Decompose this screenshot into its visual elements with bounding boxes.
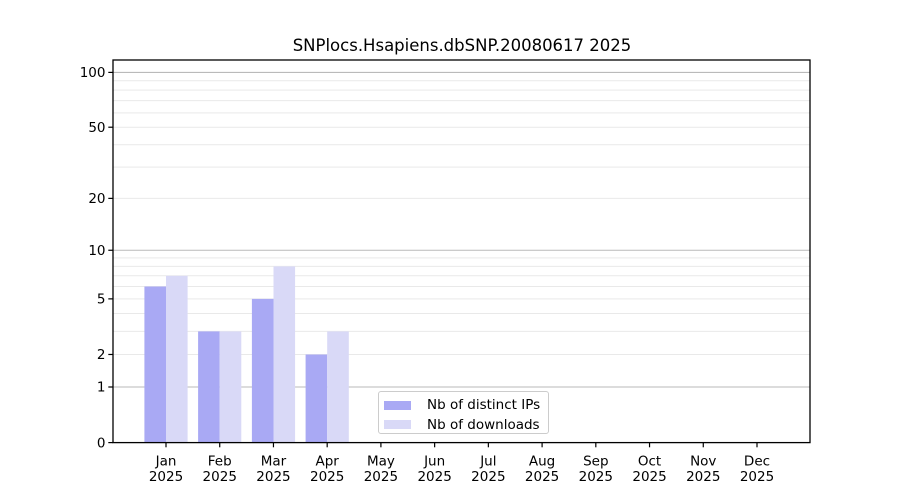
bar-jan-distinct-ips bbox=[144, 286, 166, 443]
y-tick-label-2: 2 bbox=[97, 347, 106, 363]
x-tick-year-may: 2025 bbox=[364, 469, 398, 485]
legend: Nb of distinct IPs Nb of downloads bbox=[378, 391, 549, 434]
y-tick-label-0: 0 bbox=[97, 435, 106, 451]
bar-jan-downloads bbox=[166, 275, 188, 443]
distinct-ips-swatch-icon bbox=[384, 400, 411, 410]
x-tick-label-jan: Jan bbox=[155, 454, 177, 470]
y-tick-label-20: 20 bbox=[88, 191, 105, 207]
x-tick-year-oct: 2025 bbox=[632, 469, 666, 485]
y-tick-label-5: 5 bbox=[97, 292, 106, 308]
x-tick-year-jun: 2025 bbox=[417, 469, 451, 485]
bar-apr-downloads bbox=[327, 331, 349, 443]
downloads-swatch-icon bbox=[384, 420, 411, 430]
y-tick-label-10: 10 bbox=[88, 243, 105, 259]
x-tick-year-mar: 2025 bbox=[256, 469, 290, 485]
x-tick-label-apr: Apr bbox=[316, 454, 340, 470]
legend-label-distinct-ips: Nb of distinct IPs bbox=[427, 397, 541, 414]
x-tick-label-sep: Sep bbox=[583, 454, 608, 470]
x-tick-label-mar: Mar bbox=[261, 454, 287, 470]
x-tick-year-jul: 2025 bbox=[471, 469, 505, 485]
x-tick-label-dec: Dec bbox=[744, 454, 770, 470]
axes-frame bbox=[112, 59, 811, 444]
x-tick-year-sep: 2025 bbox=[579, 469, 613, 485]
x-tick-label-jun: Jun bbox=[423, 454, 445, 470]
bar-feb-distinct-ips bbox=[198, 331, 220, 443]
x-tick-year-apr: 2025 bbox=[310, 469, 344, 485]
x-tick-label-nov: Nov bbox=[690, 454, 716, 470]
bar-apr-distinct-ips bbox=[305, 354, 328, 443]
legend-label-downloads: Nb of downloads bbox=[427, 416, 540, 433]
bar-mar-downloads bbox=[273, 266, 296, 443]
legend-item-downloads: Nb of downloads bbox=[384, 415, 540, 435]
bar-feb-downloads bbox=[219, 331, 242, 443]
x-tick-label-may: May bbox=[367, 454, 395, 470]
x-tick-year-dec: 2025 bbox=[740, 469, 774, 485]
x-tick-year-nov: 2025 bbox=[686, 469, 720, 485]
x-tick-label-oct: Oct bbox=[638, 454, 661, 470]
legend-item-distinct-ips: Nb of distinct IPs bbox=[384, 396, 540, 416]
x-tick-year-jan: 2025 bbox=[149, 469, 183, 485]
y-tick-label-50: 50 bbox=[88, 120, 105, 136]
bar-mar-distinct-ips bbox=[251, 298, 274, 443]
x-tick-label-jul: Jul bbox=[479, 454, 496, 470]
x-tick-label-aug: Aug bbox=[529, 454, 555, 470]
chart-title: SNPlocs.Hsapiens.dbSNP.20080617 2025 bbox=[292, 36, 632, 55]
x-tick-label-feb: Feb bbox=[208, 454, 232, 470]
y-tick-label-100: 100 bbox=[80, 65, 106, 81]
x-tick-year-aug: 2025 bbox=[525, 469, 559, 485]
x-tick-year-feb: 2025 bbox=[203, 469, 237, 485]
y-tick-label-1: 1 bbox=[97, 380, 106, 396]
